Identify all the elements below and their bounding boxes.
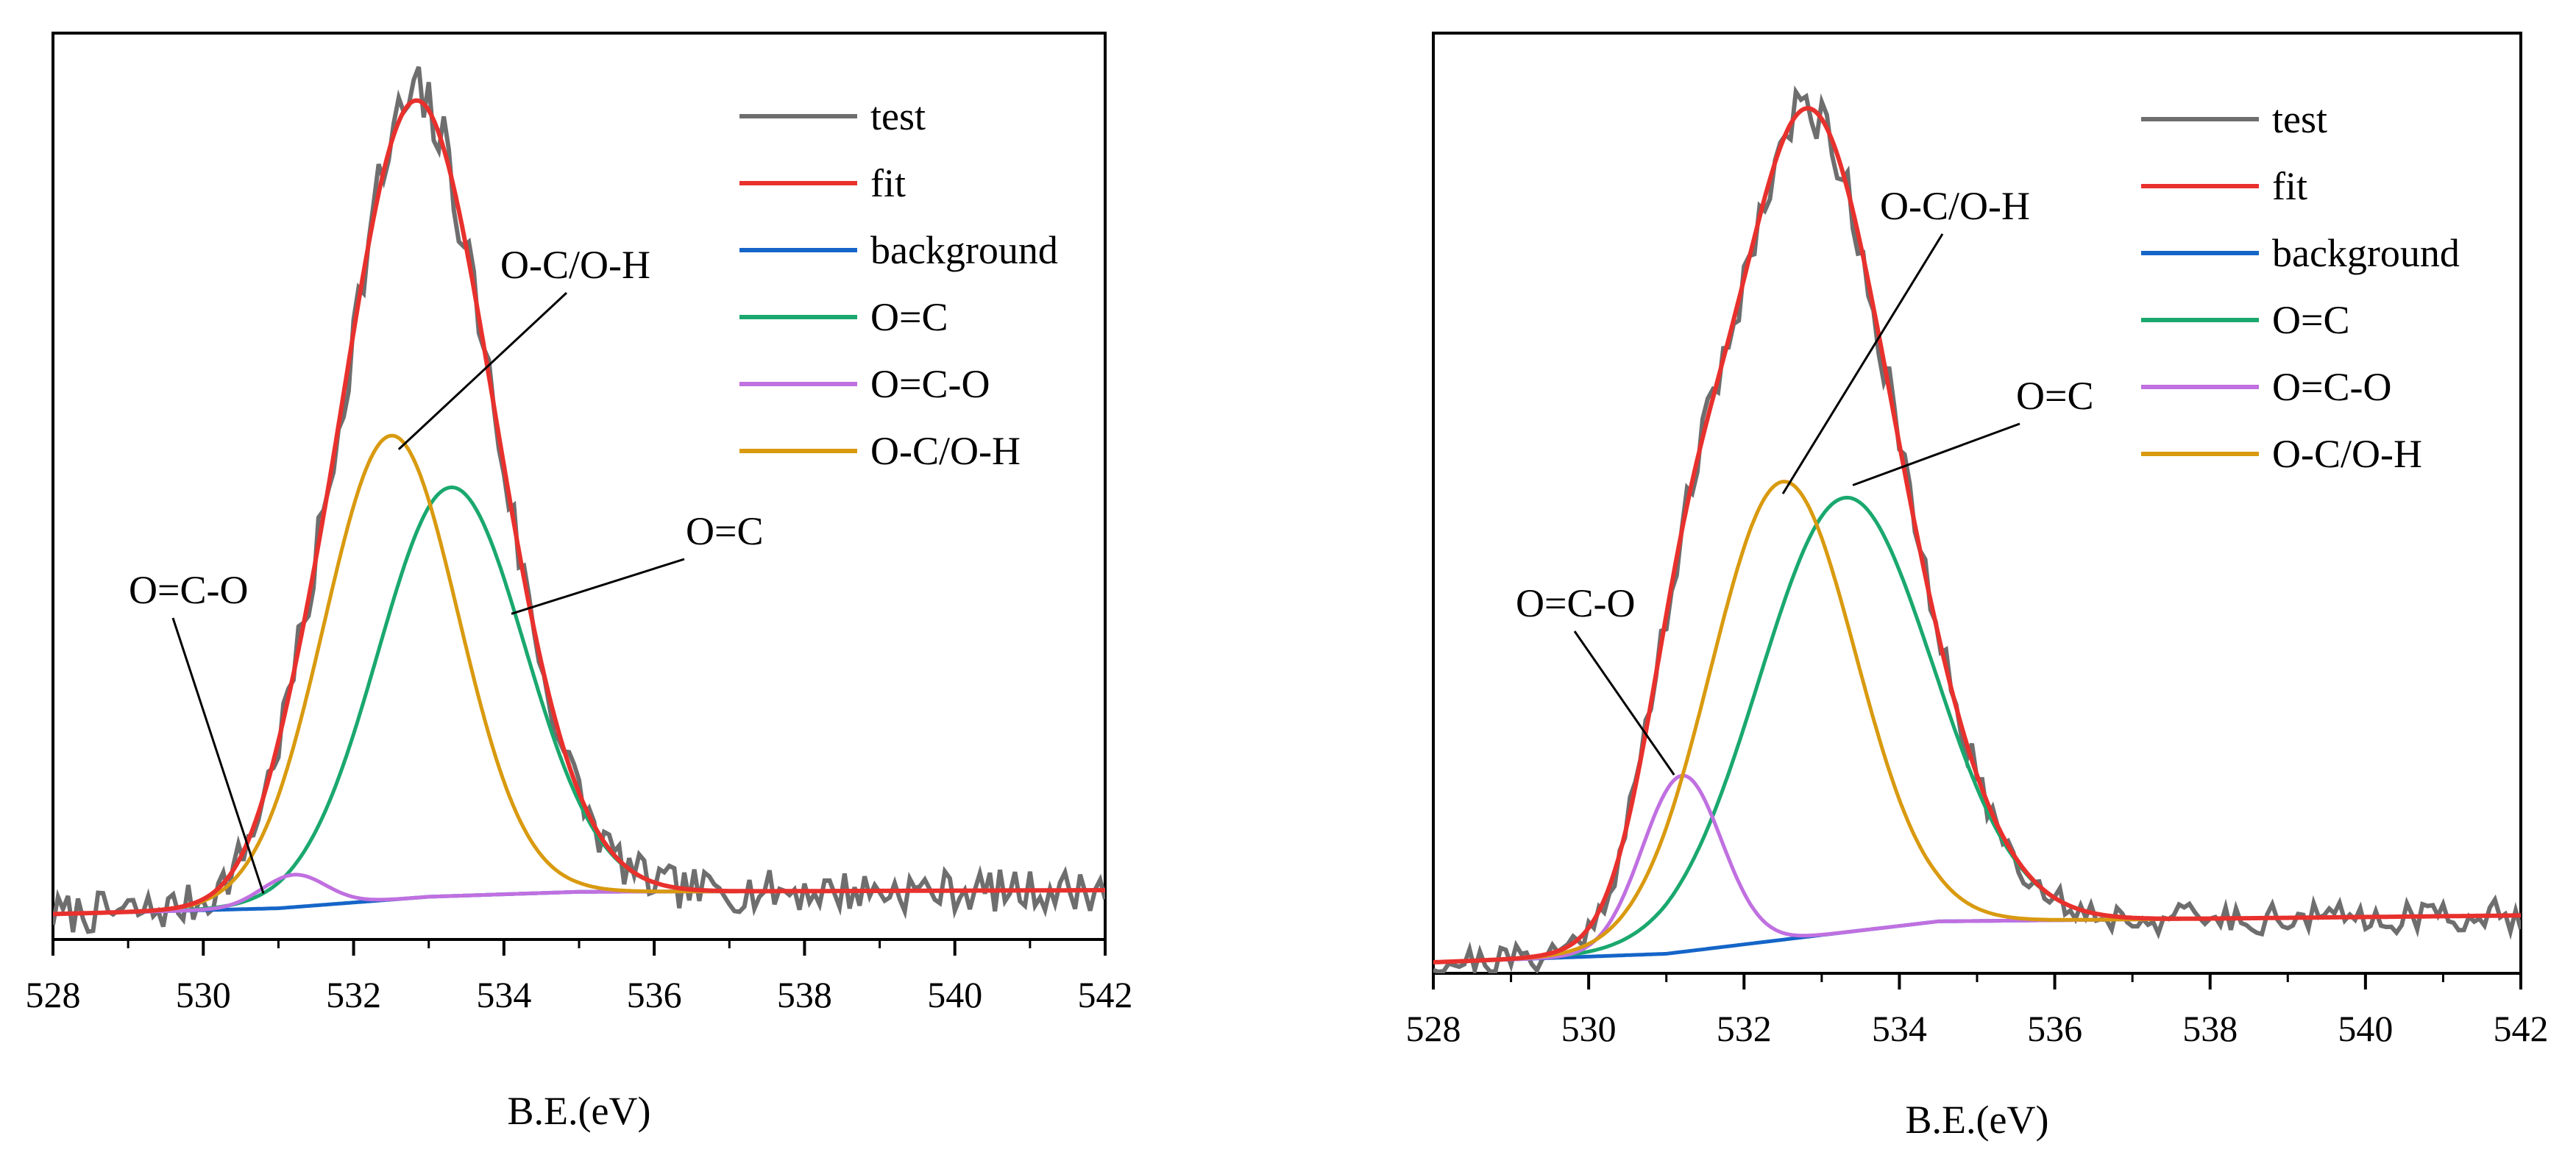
annotation: O-C/O-H (397, 243, 650, 450)
chart-panel-right: 528 530 532 534 536 538 540 542 B.E.(eV) test fit b… (1406, 32, 2549, 1142)
series-o-c (1433, 495, 2521, 964)
series-o-c-o-h (1433, 480, 2521, 964)
x-tick-label: 532 (1717, 1008, 1772, 1049)
legend-label: O=C-O (2272, 365, 2391, 409)
x-tick-label: 540 (927, 974, 982, 1015)
annotation-label: O=C (2016, 374, 2093, 418)
x-tick-label: 530 (176, 974, 231, 1015)
x-tick-label: 538 (777, 974, 832, 1015)
series-fit (53, 98, 1105, 917)
legend-item: O-C/O-H (739, 429, 1021, 473)
series-fit (1433, 106, 2521, 964)
series-o-c (53, 486, 1105, 916)
x-tick-label: 542 (2494, 1008, 2549, 1049)
annotation-label: O-C/O-H (500, 243, 650, 287)
series-o-c-o-h (53, 433, 1105, 916)
legend-item: background (2141, 231, 2460, 275)
legend-label: test (2272, 97, 2327, 141)
legend-item: O=C (2141, 298, 2349, 342)
x-tick-label: 528 (26, 974, 81, 1015)
legend-item: background (739, 228, 1058, 272)
legend-label: O=C-O (870, 362, 990, 406)
legend-label: O-C/O-H (2272, 432, 2422, 476)
legend-label: O=C (870, 295, 948, 339)
legend-label: background (870, 228, 1058, 272)
annotation: O=C-O (1516, 581, 1675, 776)
annotation: O=C (511, 509, 763, 615)
annotation-leader-line (1852, 422, 2020, 486)
annotation-leader-line (1573, 630, 1675, 776)
legend-item: O=C-O (2141, 365, 2391, 409)
x-tick-label: 532 (326, 974, 381, 1015)
legend-label: test (870, 94, 926, 138)
annotation: O-C/O-H (1781, 184, 2030, 494)
plot-frame (1432, 32, 2522, 975)
legend-label: O=C (2272, 298, 2349, 342)
annotation-leader-line (1781, 233, 1944, 494)
legend-item: fit (2141, 164, 2307, 208)
x-tick-label: 538 (2182, 1008, 2238, 1049)
legend-item: test (739, 94, 926, 138)
annotation: O=C (1852, 374, 2093, 486)
curves-group (53, 65, 1105, 934)
legend-item: O-C/O-H (2141, 432, 2422, 476)
legend-item: fit (739, 161, 906, 205)
annotation: O=C-O (129, 568, 265, 894)
curves-group (1433, 85, 2521, 973)
x-tick-label: 534 (476, 974, 531, 1015)
chart-panel-left: 528 530 532 534 536 538 540 542 B.E.(eV) test fit b… (26, 32, 1133, 1133)
series-o-c-o (1433, 773, 2521, 964)
x-axis-label: B.E.(eV) (1906, 1098, 2049, 1142)
x-tick-label: 528 (1406, 1008, 1461, 1049)
x-tick-label: 540 (2338, 1008, 2393, 1049)
x-tick-label: 534 (1872, 1008, 1927, 1049)
annotation-label: O=C (686, 509, 763, 553)
annotation-label: O=C-O (1516, 581, 1635, 625)
legend-label: background (2272, 231, 2460, 275)
x-axis-label: B.E.(eV) (508, 1089, 651, 1133)
annotation-label: O=C-O (129, 568, 248, 612)
annotation-leader-line (397, 291, 568, 450)
annotation-leader-line (171, 617, 265, 894)
x-tick-label: 536 (627, 974, 682, 1015)
annotation-label: O-C/O-H (1880, 184, 2030, 228)
annotation-leader-line (511, 558, 685, 615)
legend-item: O=C-O (739, 362, 990, 406)
legend-label: fit (2272, 164, 2307, 208)
x-tick-label: 542 (1078, 974, 1133, 1015)
legend-label: fit (870, 161, 906, 205)
legend-item: test (2141, 97, 2327, 141)
legend-label: O-C/O-H (870, 429, 1021, 473)
legend-item: O=C (739, 295, 948, 339)
x-tick-label: 536 (2027, 1008, 2082, 1049)
x-tick-label: 530 (1561, 1008, 1617, 1049)
